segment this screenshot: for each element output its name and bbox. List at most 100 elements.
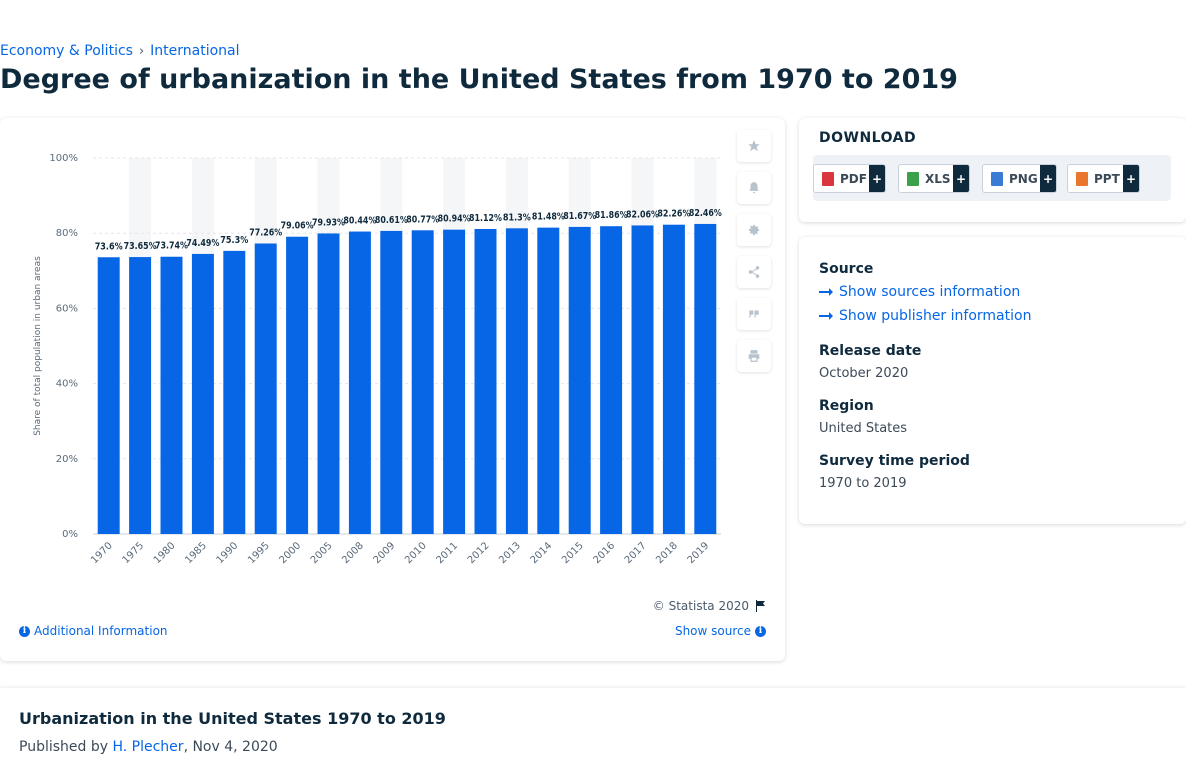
show-sources-label: Show sources information [839, 284, 1021, 300]
plus-icon: + [953, 165, 969, 192]
bar [317, 233, 340, 534]
show-publisher-link[interactable]: Show publisher information [819, 308, 1031, 324]
copyright-text: © Statista 2020 [652, 599, 749, 613]
x-tick-label: 1980 [152, 540, 178, 566]
quote-icon[interactable] [737, 298, 771, 330]
data-label: 81.3% [503, 212, 531, 223]
x-tick-label: 2010 [403, 540, 429, 566]
download-ppt-label: PPT [1094, 171, 1120, 186]
data-label: 82.06% [626, 209, 659, 220]
star-icon[interactable] [737, 130, 771, 162]
additional-information-link[interactable]: i Additional Information [19, 624, 168, 638]
bar [411, 230, 434, 534]
author-link[interactable]: H. Plecher [112, 739, 184, 755]
data-label: 81.67% [563, 211, 596, 222]
x-tick-label: 1975 [120, 540, 146, 566]
download-card: DOWNLOAD PDF + XLS + PNG + PPT + [799, 118, 1186, 222]
data-label: 75.3% [220, 235, 248, 246]
breadcrumb-link-international[interactable]: International [150, 43, 240, 59]
data-label: 82.46% [689, 208, 722, 219]
bar [286, 236, 309, 534]
show-publisher-label: Show publisher information [839, 308, 1032, 324]
x-tick-label: 1995 [246, 540, 272, 566]
show-source-label: Show source [674, 624, 751, 638]
statistic-details-card: Source Show sources information Show pub… [799, 237, 1186, 524]
png-file-icon [991, 171, 1003, 186]
data-label: 73.65% [124, 241, 157, 252]
copyright: © Statista 2020 [653, 599, 767, 613]
plus-icon: + [1040, 165, 1056, 192]
show-sources-link[interactable]: Show sources information [819, 284, 1020, 300]
plus-icon: + [869, 165, 885, 192]
x-tick-label: 2013 [497, 540, 523, 566]
data-label: 77.26% [249, 228, 282, 239]
x-tick-label: 2017 [623, 540, 649, 566]
x-tick-label: 2011 [434, 540, 460, 566]
ppt-file-icon [1076, 171, 1088, 186]
bell-icon[interactable] [737, 172, 771, 204]
bar [568, 226, 591, 534]
x-tick-label: 2005 [309, 540, 335, 566]
download-xls-button[interactable]: XLS + [898, 164, 970, 193]
show-source-link[interactable]: Show source i [675, 624, 766, 638]
x-tick-label: 1970 [89, 540, 115, 566]
print-icon[interactable] [737, 340, 771, 372]
download-ppt-button[interactable]: PPT + [1067, 164, 1140, 193]
share-icon[interactable] [737, 256, 771, 288]
y-tick-label: 80% [56, 228, 78, 239]
data-label: 82.26% [657, 209, 690, 220]
y-tick-label: 40% [56, 379, 78, 390]
bar [254, 243, 277, 534]
region-value: United States [819, 421, 908, 436]
region-label: Region [819, 398, 874, 414]
download-png-label: PNG [1009, 171, 1038, 186]
bar-chart: 0% 20% 40% 60% 80% 100% Share of total populat… [33, 153, 722, 566]
bar [662, 224, 685, 534]
flag-icon[interactable] [755, 600, 767, 612]
x-tick-label: 2016 [591, 540, 617, 566]
survey-period-label: Survey time period [819, 453, 970, 469]
x-tick-label: 1985 [183, 540, 209, 566]
y-tick-label: 60% [56, 303, 78, 314]
survey-period-value: 1970 to 2019 [819, 476, 907, 491]
breadcrumb: Economy & Politics › International [0, 43, 240, 59]
description-card: Urbanization in the United States 1970 t… [0, 688, 1186, 760]
chart-tool-column [737, 130, 771, 372]
download-title: DOWNLOAD [819, 130, 917, 146]
data-label: 73.6% [95, 241, 123, 252]
breadcrumb-separator: › [138, 43, 145, 59]
bar [223, 250, 246, 534]
breadcrumb-link-economy[interactable]: Economy & Politics [0, 43, 133, 59]
published-date: , Nov 4, 2020 [183, 739, 278, 755]
release-date-value: October 2020 [819, 366, 909, 381]
download-xls-label: XLS [925, 171, 951, 186]
x-tick-label: 2019 [686, 540, 712, 566]
x-tick-label: 2014 [529, 540, 555, 566]
bar [191, 253, 214, 534]
data-label: 80.44% [343, 216, 376, 227]
gear-icon[interactable] [737, 214, 771, 246]
x-tick-label: 2012 [466, 540, 492, 566]
bar [600, 226, 623, 534]
bar [97, 257, 120, 534]
bar [160, 256, 183, 534]
bar [474, 228, 497, 534]
pdf-file-icon [822, 171, 834, 186]
y-tick-label: 0% [62, 529, 78, 540]
data-label: 80.94% [438, 214, 471, 225]
info-icon: i [19, 625, 30, 637]
bar [537, 227, 560, 534]
data-label: 73.74% [155, 241, 188, 252]
bar [694, 223, 717, 534]
download-pdf-label: PDF [840, 171, 867, 186]
release-date-label: Release date [819, 343, 922, 359]
download-pdf-button[interactable]: PDF + [813, 164, 886, 193]
data-label: 74.49% [186, 238, 219, 249]
download-png-button[interactable]: PNG + [982, 164, 1057, 193]
x-tick-label: 1990 [215, 540, 241, 566]
bar [505, 228, 528, 534]
bar [380, 230, 403, 534]
xls-file-icon [907, 171, 919, 186]
x-tick-label: 2015 [560, 540, 586, 566]
chart-card: 0% 20% 40% 60% 80% 100% Share of total populat… [0, 118, 785, 661]
